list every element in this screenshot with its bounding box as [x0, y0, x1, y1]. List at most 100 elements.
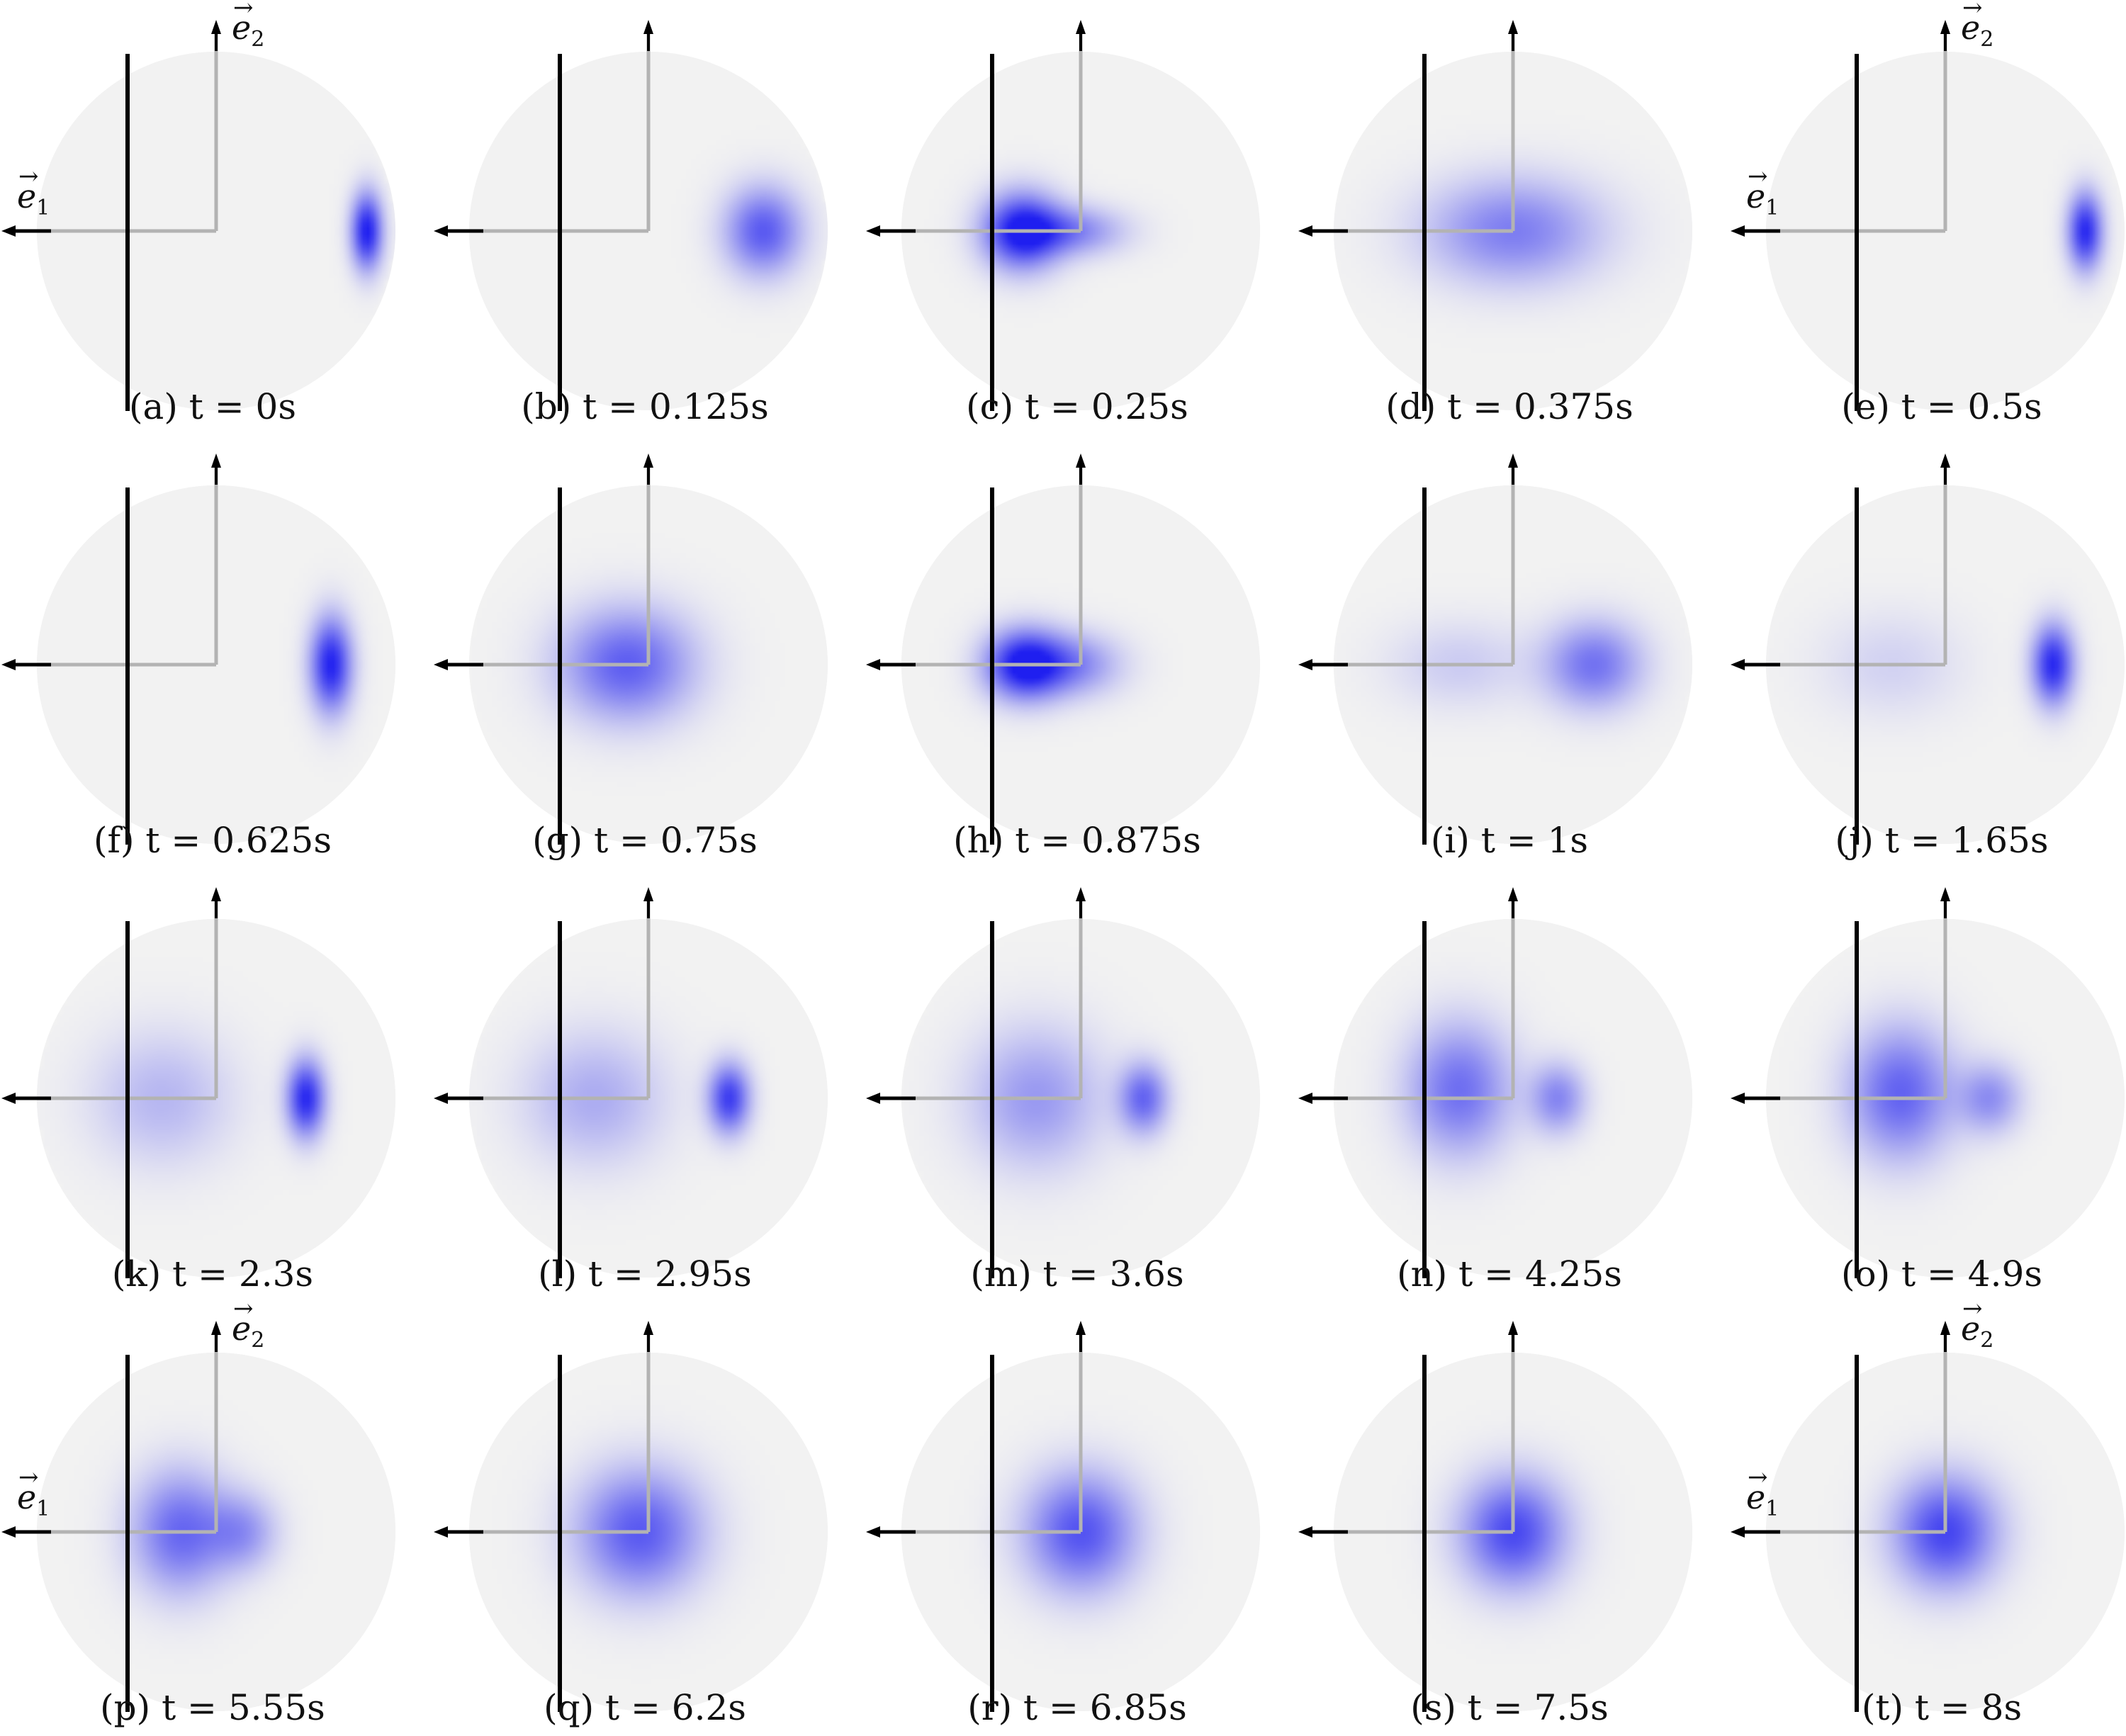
e1-arrow-head — [1298, 1526, 1312, 1538]
e2-arrow-head — [643, 887, 653, 901]
e2-arrow-head — [211, 1321, 221, 1335]
e2-arrow-head — [1940, 20, 1950, 34]
snapshot-plot — [866, 20, 1260, 411]
e2-arrow-head — [1076, 887, 1086, 901]
panel-caption: (i) t = 1s — [1430, 820, 1589, 861]
panel-caption: (p) t = 5.55s — [100, 1687, 325, 1728]
snapshot-panel: e1e2(p) t = 5.55s — [0, 1291, 425, 1735]
e2-label-symbol: e — [232, 0, 254, 45]
e1-arrow-head — [866, 1526, 880, 1538]
e1-arrow-head — [434, 1093, 448, 1104]
snapshot-plot — [866, 887, 1260, 1278]
snapshot-panel: (n) t = 4.25s — [1297, 867, 1722, 1301]
e2-arrow-head — [1508, 453, 1518, 468]
snapshot-plot — [1, 453, 395, 845]
snapshot-panel: (m) t = 3.6s — [865, 867, 1290, 1301]
snapshot-panel: (j) t = 1.65s — [1729, 434, 2126, 867]
panel-caption: (h) t = 0.875s — [953, 820, 1201, 861]
e2-arrow-head — [1940, 1321, 1950, 1335]
e1-arrow-head — [1731, 659, 1745, 670]
snapshot-plot — [1, 1321, 395, 1712]
panel-caption: (o) t = 4.9s — [1841, 1253, 2042, 1295]
e2-arrow-head — [643, 453, 653, 468]
snapshot-plot — [1298, 887, 1692, 1278]
e1-arrow-head — [434, 1526, 448, 1538]
e2-arrow-head — [1940, 887, 1950, 901]
e2-arrow-head — [1076, 453, 1086, 468]
panel-caption: (m) t = 3.6s — [970, 1253, 1184, 1295]
snapshot-panel: (d) t = 0.375s — [1297, 0, 1722, 434]
e1-arrow-head — [1731, 1093, 1745, 1104]
snapshot-panel: (s) t = 7.5s — [1297, 1301, 1722, 1735]
panel-caption: (n) t = 4.25s — [1397, 1253, 1622, 1295]
e2-label-symbol: e — [1961, 1291, 1983, 1346]
e1-arrow-head — [1298, 659, 1312, 670]
e1-arrow-head — [1298, 1093, 1312, 1104]
e2-arrow-head — [1076, 20, 1086, 34]
e1-arrow-head — [1731, 1526, 1745, 1538]
snapshot-panel: e1 e2 (t) t = 8s — [1729, 1291, 2126, 1735]
e1-label-subscript: 1 — [36, 1497, 50, 1522]
snapshot-plot — [434, 20, 828, 411]
e1-arrow-head — [1, 225, 16, 237]
panel-caption: (r) t = 6.85s — [967, 1687, 1187, 1728]
e1-label-subscript: 1 — [36, 196, 50, 221]
e2-arrow-head — [1508, 1321, 1518, 1335]
e1-arrow-head — [1298, 225, 1312, 237]
panel-caption: (g) t = 0.75s — [532, 820, 758, 861]
e2-arrow-head — [643, 20, 653, 34]
panel-caption: (l) t = 2.95s — [538, 1253, 752, 1295]
e1-arrow-head — [434, 659, 448, 670]
e1-arrow-head — [1, 1093, 16, 1104]
snapshot-panel: (l) t = 2.95s — [432, 867, 857, 1301]
e2-arrow-head — [211, 887, 221, 901]
e1-arrow-head — [1, 659, 16, 670]
snapshot-plot — [1298, 20, 1692, 411]
snapshot-plot — [1731, 1321, 2125, 1712]
panel-caption: (k) t = 2.3s — [111, 1253, 314, 1295]
snapshot-panel: (i) t = 1s — [1297, 434, 1722, 867]
snapshot-panel: (b) t = 0.125s — [432, 0, 857, 434]
snapshot-plot — [866, 453, 1260, 845]
e1-axis-label: e1 — [17, 159, 50, 226]
snapshot-plot — [434, 1321, 828, 1712]
snapshot-panel: (r) t = 6.85s — [865, 1301, 1290, 1735]
panel-caption: (j) t = 1.65s — [1835, 820, 2049, 861]
panel-caption: (e) t = 0.5s — [1841, 386, 2042, 427]
e1-label-symbol: e — [17, 159, 39, 214]
panel-caption: (d) t = 0.375s — [1385, 386, 1633, 427]
snapshot-plot — [434, 887, 828, 1278]
e2-axis-label: e2 — [232, 0, 265, 57]
e2-label-subscript: 2 — [1980, 1328, 1994, 1353]
e2-arrow-head — [1076, 1321, 1086, 1335]
snapshot-panel: (k) t = 2.3s — [0, 867, 425, 1301]
snapshot-plot — [1731, 887, 2125, 1278]
e1-arrow-head — [434, 225, 448, 237]
e2-arrow-head — [211, 453, 221, 468]
e1-axis-label: e1 — [17, 1460, 50, 1527]
e1-label-subscript: 1 — [1765, 196, 1779, 221]
snapshot-panel: (f) t = 0.625s — [0, 434, 425, 867]
e2-axis-label: e2 — [1961, 1291, 1994, 1358]
e2-axis-label: e2 — [1961, 0, 1994, 57]
e1-axis-label: e1 — [1746, 159, 1779, 226]
snapshot-panel: (c) t = 0.25s — [865, 0, 1290, 434]
panel-caption: (q) t = 6.2s — [544, 1687, 746, 1728]
snapshot-panel: e1e2(a) t = 0s — [0, 0, 425, 434]
snapshot-panel: (q) t = 6.2s — [432, 1301, 857, 1735]
snapshot-panel: (o) t = 4.9s — [1729, 867, 2126, 1301]
snapshot-plot — [1, 887, 395, 1278]
snapshot-plot — [866, 1321, 1260, 1712]
e2-label-symbol: e — [232, 1291, 254, 1346]
e2-label-subscript: 2 — [1980, 27, 1994, 52]
snapshot-plot — [1, 20, 395, 411]
panel-caption: (t) t = 8s — [1861, 1687, 2023, 1728]
panel-caption: (s) t = 7.5s — [1410, 1687, 1609, 1728]
e1-arrow-head — [1731, 225, 1745, 237]
e1-label-symbol: e — [1746, 159, 1768, 214]
e2-arrow-head — [1940, 453, 1950, 468]
e2-arrow-head — [1508, 887, 1518, 901]
e1-axis-label: e1 — [1746, 1460, 1779, 1527]
e2-label-subscript: 2 — [251, 27, 265, 52]
